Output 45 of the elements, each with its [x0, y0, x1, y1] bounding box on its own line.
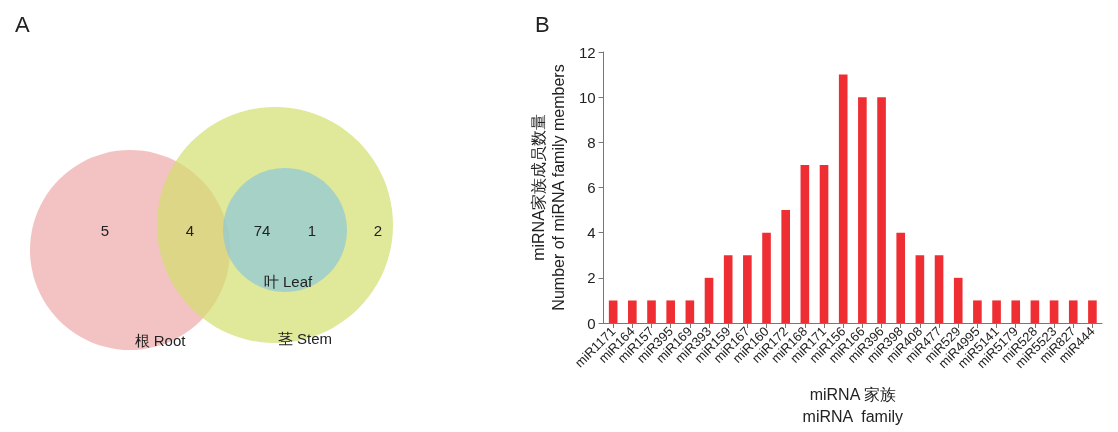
x-axis-title: miRNA 家族 miRNA family [802, 385, 904, 425]
text: A [15, 11, 30, 37]
text: 1 [307, 221, 317, 239]
bar [1088, 300, 1097, 323]
bar [934, 255, 944, 323]
bar [800, 164, 810, 323]
bar [953, 277, 963, 323]
y-axis-title: miRNA家族成员数量 Number of miRNA family members [529, 64, 567, 311]
category-label: 茎 Stem [277, 329, 333, 347]
bar [743, 255, 752, 323]
text: 74 [253, 221, 271, 239]
y-tick-label: 2 [587, 269, 596, 287]
chart-title: B [535, 11, 550, 37]
bar [915, 255, 925, 323]
bar [973, 300, 982, 323]
bar [896, 232, 906, 323]
y-tick-label: 12 [578, 43, 596, 61]
bar [762, 232, 771, 323]
y-tick-label: 10 [578, 88, 596, 106]
bar [685, 300, 695, 323]
bar [838, 74, 848, 323]
category-label: 叶 Leaf [263, 272, 314, 290]
y-tick-label: 8 [587, 133, 596, 151]
bar [723, 255, 733, 323]
bar [819, 164, 829, 323]
bar [704, 277, 714, 323]
bar [1068, 300, 1078, 323]
text: 5 [100, 221, 110, 239]
bar [1049, 300, 1059, 323]
category-label: 根 Root [134, 331, 187, 349]
text: 2 [373, 221, 383, 239]
bar [1030, 300, 1040, 323]
bar [628, 300, 637, 323]
y-tick-label: 4 [587, 224, 596, 242]
bar [992, 300, 1001, 323]
bar [781, 210, 791, 323]
y-tick-label: 6 [587, 179, 596, 196]
bar [647, 300, 656, 323]
text: 4 [185, 221, 195, 239]
bar [1011, 300, 1021, 323]
bar [666, 300, 675, 323]
bar [877, 97, 886, 323]
bar [608, 300, 618, 323]
y-tick-label: 0 [587, 314, 596, 332]
bar [858, 97, 867, 323]
